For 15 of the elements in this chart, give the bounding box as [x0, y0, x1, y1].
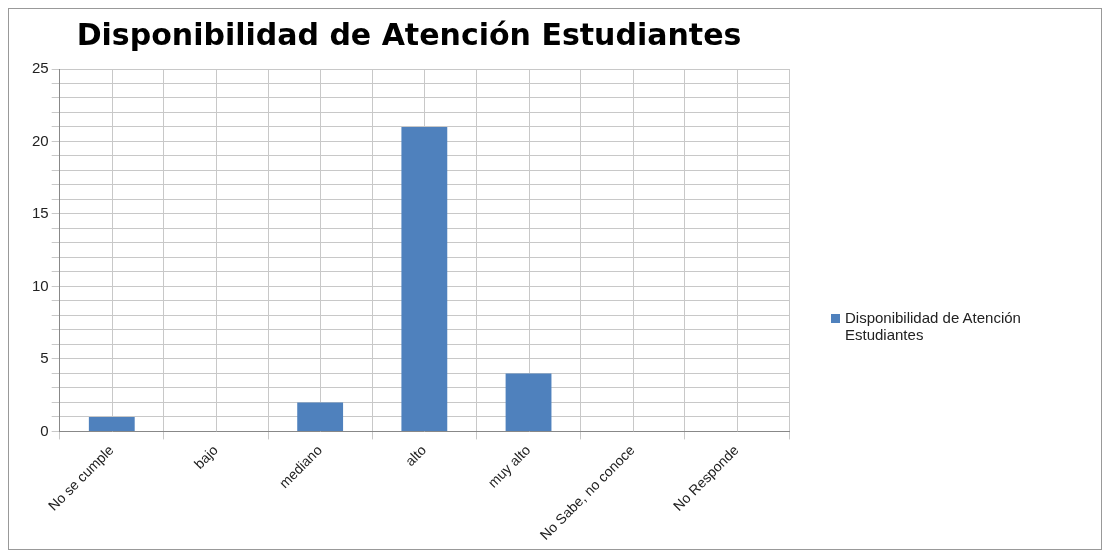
- y-tick-label: 0: [40, 421, 49, 439]
- x-tick-label: alto: [401, 441, 430, 470]
- y-tick-label: 5: [40, 349, 49, 367]
- x-tick-label: bajo: [190, 441, 221, 472]
- y-tick-label: 15: [32, 204, 49, 222]
- bar: [505, 373, 552, 431]
- legend-label: Disponibilidad de Atención Estudiantes: [845, 309, 1022, 343]
- bar: [297, 402, 344, 431]
- x-tick-label: muy alto: [484, 441, 534, 491]
- bar: [401, 126, 448, 431]
- chart-title: Disponibilidad de Atención Estudiantes: [76, 16, 742, 52]
- bar: [88, 416, 135, 431]
- y-tick-label: 25: [32, 59, 49, 77]
- y-tick-label: 10: [32, 276, 49, 294]
- y-tick-label: 20: [32, 131, 49, 149]
